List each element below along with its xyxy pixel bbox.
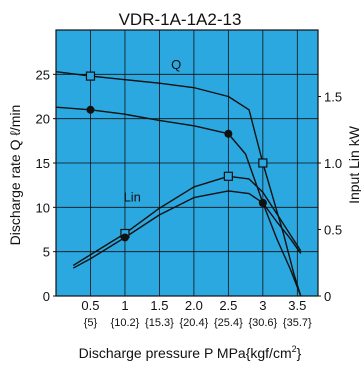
marker-circle <box>224 129 233 138</box>
tick-layer: 0.5 {5} 1 {10.2} 1.5 {15.3} 2.0 {20.4} 2.5 {25.4}… <box>36 67 343 329</box>
y-left-tick-label: 5 <box>43 245 50 260</box>
marker-layer <box>85 71 268 242</box>
annotation-lin: Lin <box>124 190 141 205</box>
marker-circle <box>120 233 129 242</box>
x-tick-label: 1 <box>121 298 128 313</box>
y-right-tick-label: 0.5 <box>324 223 342 238</box>
x-tick-kgf-label: {20.4} <box>180 317 209 329</box>
y-right-tick-label: 1.0 <box>324 156 342 171</box>
x-tick-kgf-label: {35.7} <box>283 317 312 329</box>
x-tick-label: 3.5 <box>288 298 306 313</box>
series-line-1 <box>55 70 302 297</box>
x-axis-label-main: Discharge pressure P MPa{kgf/cm <box>79 345 292 361</box>
marker-square <box>258 158 268 168</box>
x-axis-label-end: } <box>297 345 302 361</box>
x-tick-label: 1.5 <box>150 298 168 313</box>
y-axis-left-label: Discharge rate Q ℓ/min <box>7 105 23 246</box>
y-left-tick-label: 0 <box>43 289 50 304</box>
y-left-tick-label: 25 <box>36 67 50 82</box>
x-tick-kgf-label: {25.4} <box>214 317 243 329</box>
x-tick-kgf-label: {10.2} <box>111 317 140 329</box>
marker-circle <box>258 198 267 207</box>
y-left-tick-label: 15 <box>36 156 50 171</box>
x-tick-kgf-label: {30.6} <box>248 317 277 329</box>
y-left-tick-label: 20 <box>36 112 50 127</box>
x-axis-label-sup: 2 <box>292 344 297 354</box>
series-line-4 <box>72 190 302 269</box>
x-tick-label: 0.5 <box>81 298 99 313</box>
marker-circle <box>86 105 95 114</box>
x-tick-label: 2.0 <box>185 298 203 313</box>
chart-title: VDR-1A-1A2-13 <box>119 10 242 29</box>
x-tick-kgf-label: {5} <box>84 317 98 329</box>
y-axis-right-label: Input Lin kW <box>346 125 361 204</box>
x-tick-label: 3 <box>259 298 266 313</box>
y-left-tick-label: 10 <box>36 200 50 215</box>
x-tick-kgf-label: {15.3} <box>145 317 174 329</box>
annotation-q: Q <box>171 57 181 72</box>
marker-square <box>223 171 233 181</box>
x-tick-label: 2.5 <box>219 298 237 313</box>
grid-lines <box>56 30 318 296</box>
y-right-tick-label: 0 <box>324 289 331 304</box>
y-right-tick-label: 1.5 <box>324 90 342 105</box>
x-axis-label: Discharge pressure P MPa{kgf/cm2} <box>79 344 302 361</box>
marker-square <box>85 71 96 81</box>
